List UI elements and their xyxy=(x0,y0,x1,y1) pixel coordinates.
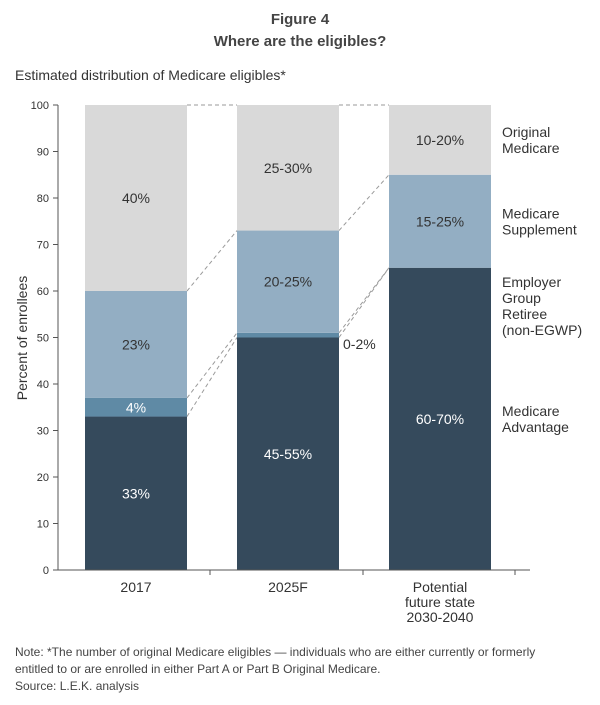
connector-line xyxy=(338,267,390,338)
y-tick-label: 90 xyxy=(37,147,49,159)
y-tick-label: 10 xyxy=(37,519,49,531)
y-tick-label: 100 xyxy=(31,100,49,112)
data-label: 10-20% xyxy=(416,132,464,148)
x-category-label: 2025F xyxy=(268,579,308,595)
y-axis-title: Percent of enrollees xyxy=(14,276,30,401)
data-label: 20-25% xyxy=(264,274,312,290)
legend-label: Retiree xyxy=(502,306,547,322)
data-label: 15-25% xyxy=(416,213,464,229)
data-label: 60-70% xyxy=(416,411,464,427)
notes-block: Note: *The number of original Medicare e… xyxy=(15,644,590,695)
bar-segment-medicare-supplement xyxy=(85,291,187,398)
source-line: Source: L.E.K. analysis xyxy=(15,679,140,693)
figure-number: Figure 4 xyxy=(270,11,330,28)
y-tick-label: 70 xyxy=(37,240,49,252)
x-category-label: future state xyxy=(405,594,475,610)
legend-label: Original xyxy=(502,124,550,140)
chart-subtitle: Estimated distribution of Medicare eligi… xyxy=(15,67,286,83)
x-category-label: Potential xyxy=(413,579,467,595)
bar-segment-medicare-supplement xyxy=(237,230,339,333)
bar-segment-original-medicare xyxy=(237,105,339,231)
bar-segment-employer-group-retiree xyxy=(237,332,339,338)
bar-segment-medicare-advantage xyxy=(389,267,491,570)
bar-segment-original-medicare xyxy=(85,105,187,291)
bar-segment-employer-group-retiree xyxy=(85,397,187,417)
data-label: 4% xyxy=(126,399,146,415)
data-label: 0-2% xyxy=(343,336,376,352)
note-line-1: Note: *The number of original Medicare e… xyxy=(15,645,536,659)
bar-segment-medicare-advantage xyxy=(237,337,339,570)
legend-label: Group xyxy=(502,290,541,306)
connector-line xyxy=(186,337,238,417)
data-label: 40% xyxy=(122,190,150,206)
y-tick-label: 50 xyxy=(37,333,49,345)
legend-label: Advantage xyxy=(502,419,569,435)
legend-label: Supplement xyxy=(502,221,577,237)
connector-line xyxy=(338,174,390,231)
note-line-2: entitled to or are enrolled in either Pa… xyxy=(15,662,381,676)
stacked-bar-chart: 33% 4% 23% 40% 45-55% 0-2% 20-25% 25-30% 60-70% 1… xyxy=(14,100,582,625)
legend-label: Medicare xyxy=(502,205,560,221)
bar-segment-medicare-advantage xyxy=(85,416,187,570)
y-tick-label: 30 xyxy=(37,426,49,438)
y-tick-label: 20 xyxy=(37,472,49,484)
data-label: 25-30% xyxy=(264,160,312,176)
y-tick-label: 80 xyxy=(37,193,49,205)
chart-title: Where are the eligibles? xyxy=(213,33,387,50)
x-category-label: 2030-2040 xyxy=(407,609,474,625)
y-tick-label: 40 xyxy=(37,379,49,391)
y-tick-label: 60 xyxy=(37,286,49,298)
legend-label: Employer xyxy=(502,274,561,290)
legend-label: Medicare xyxy=(502,403,560,419)
data-label: 45-55% xyxy=(264,446,312,462)
y-tick-label: 0 xyxy=(43,565,49,577)
data-label: 23% xyxy=(122,336,150,352)
legend-label: (non-EGWP) xyxy=(502,322,582,338)
connector-line xyxy=(186,332,238,399)
bar-segment-medicare-supplement xyxy=(389,174,491,268)
data-label: 33% xyxy=(122,485,150,501)
x-category-label: 2017 xyxy=(120,579,151,595)
legend-label: Medicare xyxy=(502,140,560,156)
connector-line xyxy=(186,230,238,292)
bar-segment-original-medicare xyxy=(389,105,491,175)
